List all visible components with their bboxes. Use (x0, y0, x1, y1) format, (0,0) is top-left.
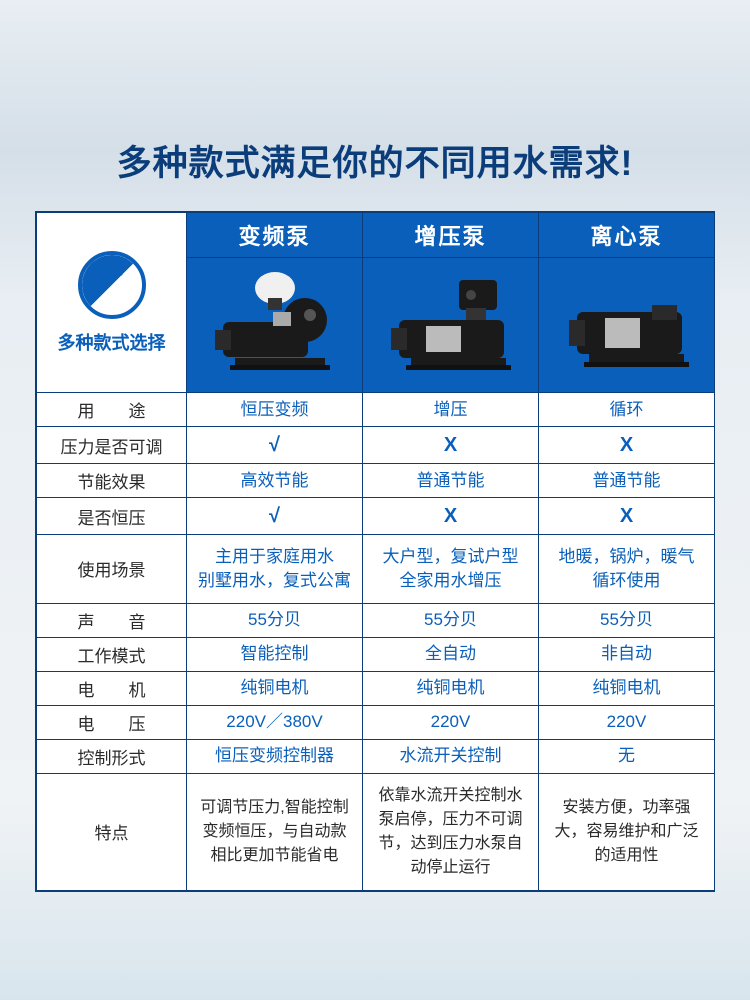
product-name-3: 离心泵 (539, 213, 714, 257)
row-label-1: 压力是否可调 (37, 427, 187, 464)
cell-3-1: X (363, 498, 539, 535)
feature-cell-1: 可调节压力,智能控制变频恒压，与自动款相比更加节能省电 (187, 773, 363, 890)
cell-8-2: 220V (539, 705, 715, 739)
cell-5-2: 55分贝 (539, 603, 715, 637)
cell-7-1: 纯铜电机 (363, 671, 539, 705)
product-image-1 (187, 258, 363, 393)
cell-0-1: 增压 (363, 393, 539, 427)
cell-0-2: 循环 (539, 393, 715, 427)
row-label-7: 电 机 (37, 671, 187, 705)
pump-icon-2 (381, 270, 521, 380)
cell-5-0: 55分贝 (187, 603, 363, 637)
cell-9-0: 恒压变频控制器 (187, 739, 363, 773)
product-header-3: 离心泵 (539, 213, 715, 258)
cell-5-1: 55分贝 (363, 603, 539, 637)
cell-1-0: √ (187, 427, 363, 464)
row-label-0: 用 途 (37, 393, 187, 427)
cell-1-1: X (363, 427, 539, 464)
row-label-5: 声 音 (37, 603, 187, 637)
comparison-table: 多种款式选择 变频泵 增压泵 离心泵 (35, 211, 715, 892)
cell-3-0: √ (187, 498, 363, 535)
row-label-feature: 特点 (37, 773, 187, 890)
row-label-4: 使用场景 (37, 535, 187, 604)
cell-3-2: X (539, 498, 715, 535)
product-image-2 (363, 258, 539, 393)
pump-icon-1 (205, 270, 345, 380)
cell-7-0: 纯铜电机 (187, 671, 363, 705)
cell-4-1: 大户型，复试户型全家用水增压 (363, 535, 539, 604)
row-label-9: 控制形式 (37, 739, 187, 773)
product-name-1: 变频泵 (187, 213, 362, 257)
cell-2-2: 普通节能 (539, 464, 715, 498)
cell-6-0: 智能控制 (187, 637, 363, 671)
cell-0-0: 恒压变频 (187, 393, 363, 427)
row-label-2: 节能效果 (37, 464, 187, 498)
row-label-3: 是否恒压 (37, 498, 187, 535)
cell-7-2: 纯铜电机 (539, 671, 715, 705)
cell-4-2: 地暖，锅炉，暖气循环使用 (539, 535, 715, 604)
feature-cell-2: 依靠水流开关控制水泵启停，压力不可调节，达到压力水泵自动停止运行 (363, 773, 539, 890)
feature-cell-3: 安装方便，功率强大，容易维护和广泛的适用性 (539, 773, 715, 890)
cell-8-0: 220V／380V (187, 705, 363, 739)
row-label-6: 工作模式 (37, 637, 187, 671)
cell-9-2: 无 (539, 739, 715, 773)
cell-2-0: 高效节能 (187, 464, 363, 498)
product-image-3 (539, 258, 715, 393)
pie-icon (78, 251, 146, 319)
cell-8-1: 220V (363, 705, 539, 739)
page-title: 多种款式满足你的不同用水需求! (0, 0, 750, 211)
cell-2-1: 普通节能 (363, 464, 539, 498)
row-label-8: 电 压 (37, 705, 187, 739)
cell-4-0: 主用于家庭用水别墅用水，复式公寓 (187, 535, 363, 604)
cell-6-1: 全自动 (363, 637, 539, 671)
cell-1-2: X (539, 427, 715, 464)
product-header-1: 变频泵 (187, 213, 363, 258)
left-top-text: 多种款式选择 (37, 329, 186, 355)
product-header-2: 增压泵 (363, 213, 539, 258)
cell-6-2: 非自动 (539, 637, 715, 671)
pump-icon-3 (557, 270, 697, 380)
product-name-2: 增压泵 (363, 213, 538, 257)
left-top-cell: 多种款式选择 (37, 213, 187, 393)
cell-9-1: 水流开关控制 (363, 739, 539, 773)
